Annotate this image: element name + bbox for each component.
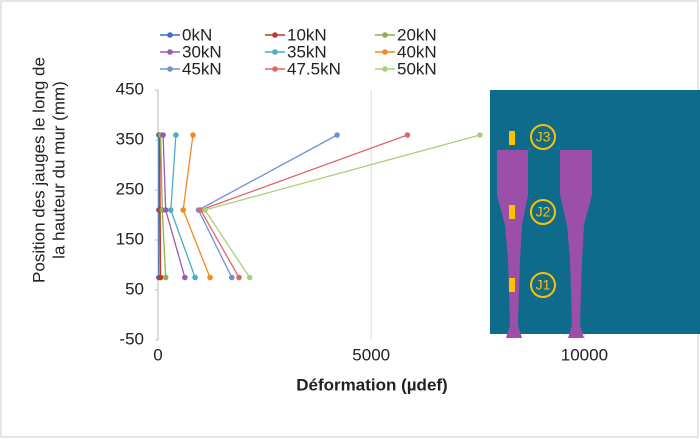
x-tick-label: 10000 <box>561 345 608 364</box>
data-point <box>207 274 213 281</box>
inset-label: J1 <box>536 277 551 293</box>
legend-marker <box>272 66 278 72</box>
inset-label: J2 <box>536 204 551 220</box>
data-point <box>162 207 169 213</box>
data-point <box>334 132 340 138</box>
data-point <box>236 274 242 281</box>
legend-label: 20kN <box>397 25 437 44</box>
legend-marker <box>167 32 173 38</box>
data-point <box>228 274 235 281</box>
data-point <box>197 207 204 213</box>
data-point <box>190 132 196 138</box>
y-tick-label: 150 <box>116 229 144 248</box>
legend-label: 40kN <box>397 42 437 61</box>
inset-photo: J3 J2 J1 <box>490 90 700 338</box>
legend-label: 10kN <box>287 25 327 44</box>
inset-label: J3 <box>536 129 551 145</box>
legend-label: 0kN <box>182 25 212 44</box>
y-tick-label: -50 <box>119 329 144 348</box>
legend-marker <box>167 49 173 55</box>
data-point <box>160 132 166 138</box>
y-axis-label: la hauteur du mur (mm) <box>49 81 68 259</box>
y-tick-label: 50 <box>125 279 144 298</box>
legend-label: 30kN <box>182 42 222 61</box>
data-point <box>404 132 411 138</box>
data-point <box>246 274 253 281</box>
x-tick-label: 5000 <box>352 345 390 364</box>
x-axis-label: Déformation (µdef) <box>296 375 447 394</box>
legend-marker <box>382 66 388 72</box>
y-tick-label: 250 <box>116 179 144 198</box>
data-point <box>192 274 198 281</box>
legend-label: 45kN <box>182 59 222 78</box>
legend-marker <box>382 49 388 55</box>
data-point <box>182 274 188 281</box>
data-point <box>180 207 186 213</box>
legend-marker <box>382 32 388 38</box>
legend-marker <box>272 49 278 55</box>
legend-marker <box>272 32 278 38</box>
legend-marker <box>167 66 173 72</box>
plot: 0 5000 10000 -50 50 150 250 350 450 0kN 10kN 20kN 30… <box>116 25 608 364</box>
y-tick-label: 450 <box>116 79 144 98</box>
data-point <box>477 132 483 138</box>
y-axis-label: Position des jauges le long de <box>29 57 48 283</box>
legend-label: 47.5kN <box>287 59 341 78</box>
legend-label: 35kN <box>287 42 327 61</box>
data-point <box>162 274 169 281</box>
x-tick-label: 0 <box>153 345 162 364</box>
data-point <box>173 132 179 138</box>
legend-label: 50kN <box>397 59 437 78</box>
data-point <box>157 274 164 281</box>
data-point <box>202 207 208 213</box>
y-tick-label: 350 <box>116 129 144 148</box>
data-point <box>167 207 174 213</box>
